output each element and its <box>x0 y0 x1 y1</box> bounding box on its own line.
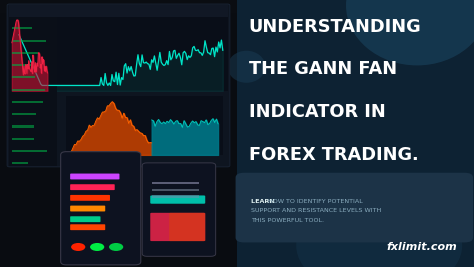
Ellipse shape <box>228 51 265 83</box>
Bar <box>0 254 237 267</box>
FancyBboxPatch shape <box>70 195 110 201</box>
Bar <box>237 0 474 267</box>
Bar <box>14 17 228 91</box>
Bar <box>152 195 199 198</box>
Text: THIS POWERFUL TOOL.: THIS POWERFUL TOOL. <box>251 218 324 223</box>
Bar <box>0 80 237 93</box>
FancyBboxPatch shape <box>7 4 230 167</box>
Bar <box>12 40 46 42</box>
Circle shape <box>109 243 123 251</box>
Bar <box>12 76 36 78</box>
Bar <box>12 89 45 91</box>
Bar <box>0 27 237 40</box>
Bar <box>0 134 237 147</box>
Text: LEARN: LEARN <box>251 199 277 204</box>
Bar <box>12 162 28 164</box>
Bar <box>12 64 31 66</box>
Bar <box>0 0 237 13</box>
Bar <box>0 187 237 200</box>
Text: UNDERSTANDING: UNDERSTANDING <box>249 18 421 36</box>
Circle shape <box>71 243 85 251</box>
FancyBboxPatch shape <box>70 216 100 222</box>
Bar <box>0 40 237 53</box>
Bar <box>12 52 37 54</box>
Bar <box>9 17 57 166</box>
Bar <box>0 120 237 134</box>
Bar <box>12 101 43 103</box>
Ellipse shape <box>296 195 462 267</box>
Bar <box>152 182 199 184</box>
Bar <box>12 150 47 152</box>
Text: FOREX TRADING.: FOREX TRADING. <box>249 146 419 164</box>
Bar <box>12 138 34 140</box>
Bar <box>0 200 237 214</box>
Bar <box>0 214 237 227</box>
FancyBboxPatch shape <box>70 206 105 211</box>
Text: HOW TO IDENTIFY POTENTIAL: HOW TO IDENTIFY POTENTIAL <box>268 199 363 204</box>
Bar <box>0 147 237 160</box>
Text: fxlimit.com: fxlimit.com <box>387 242 457 252</box>
FancyBboxPatch shape <box>70 184 115 190</box>
Bar <box>66 96 223 155</box>
Text: THE GANN FAN: THE GANN FAN <box>249 60 397 78</box>
Bar <box>152 189 199 191</box>
Bar <box>0 53 237 67</box>
Bar <box>12 125 34 128</box>
FancyBboxPatch shape <box>70 174 119 179</box>
Bar <box>12 27 32 29</box>
Bar <box>12 113 36 115</box>
Bar <box>0 67 237 80</box>
Bar <box>0 160 237 174</box>
Ellipse shape <box>346 0 474 65</box>
Bar <box>0 240 237 254</box>
Bar <box>0 174 237 187</box>
FancyBboxPatch shape <box>142 163 216 256</box>
Bar <box>0 107 237 120</box>
Bar <box>0 0 237 267</box>
FancyBboxPatch shape <box>150 213 205 241</box>
FancyBboxPatch shape <box>169 213 205 241</box>
Bar <box>0 93 237 107</box>
Circle shape <box>90 243 104 251</box>
FancyBboxPatch shape <box>236 173 473 242</box>
Bar <box>0 227 237 240</box>
Bar <box>9 5 228 17</box>
Text: SUPPORT AND RESISTANCE LEVELS WITH: SUPPORT AND RESISTANCE LEVELS WITH <box>251 209 382 213</box>
FancyBboxPatch shape <box>150 195 205 204</box>
Bar <box>0 13 237 27</box>
FancyBboxPatch shape <box>61 152 141 265</box>
Text: INDICATOR IN: INDICATOR IN <box>249 103 386 121</box>
FancyBboxPatch shape <box>70 224 105 230</box>
